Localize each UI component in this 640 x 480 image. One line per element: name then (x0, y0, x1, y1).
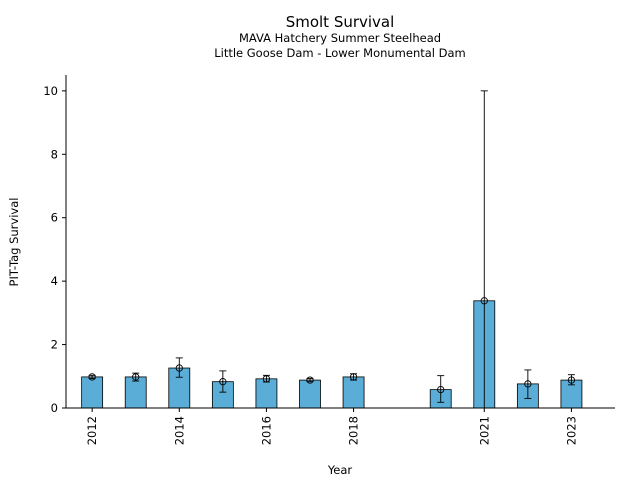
axes-layer: 0 2 4 6 8 10 2012 2014 2016 2018 2021 2023 (43, 75, 615, 445)
y-tick-label-2: 2 (51, 338, 58, 352)
chart-subtitle-reach: Little Goose Dam - Lower Monumental Dam (214, 46, 466, 60)
point-marker-2015 (219, 378, 227, 386)
bar-2017 (299, 379, 321, 409)
bar-2012 (81, 376, 104, 409)
y-tick-label-6: 6 (51, 211, 58, 225)
point-marker-2014 (175, 364, 183, 372)
point-marker-2021 (480, 297, 488, 305)
y-axis-label: PIT-Tag Survival (7, 198, 21, 287)
x-tick-label-2012: 2012 (85, 416, 99, 445)
chart-subtitle-species: MAVA Hatchery Summer Steelhead (238, 31, 442, 45)
chart-title: Smolt Survival (285, 13, 395, 31)
point-marker-2023 (567, 376, 576, 384)
error-bars-layer (88, 90, 576, 408)
x-tick-label-2021: 2021 (477, 416, 491, 445)
point-marker-2013 (132, 373, 140, 381)
point-marker-2020 (437, 385, 445, 394)
x-tick-label-2023: 2023 (564, 416, 578, 445)
point-marker-2012 (88, 373, 96, 381)
x-tick-label-2018: 2018 (347, 416, 361, 445)
x-tick-label-2014: 2014 (172, 416, 186, 445)
point-marker-2022 (524, 380, 532, 388)
point-marker-2017 (306, 376, 314, 384)
point-marker-2018 (349, 373, 358, 381)
y-tick-label-8: 8 (51, 147, 58, 161)
y-tick-label-0: 0 (51, 401, 58, 415)
bar-2016 (255, 378, 278, 409)
point-marker-2016 (262, 375, 271, 383)
bar-2013 (124, 376, 147, 409)
bars-layer (81, 300, 583, 409)
y-tick-label-10: 10 (43, 84, 58, 98)
x-axis-label: Year (327, 463, 353, 477)
y-tick-label-4: 4 (51, 274, 58, 288)
bar-2018 (342, 376, 365, 409)
x-tick-label-2016: 2016 (259, 416, 273, 445)
